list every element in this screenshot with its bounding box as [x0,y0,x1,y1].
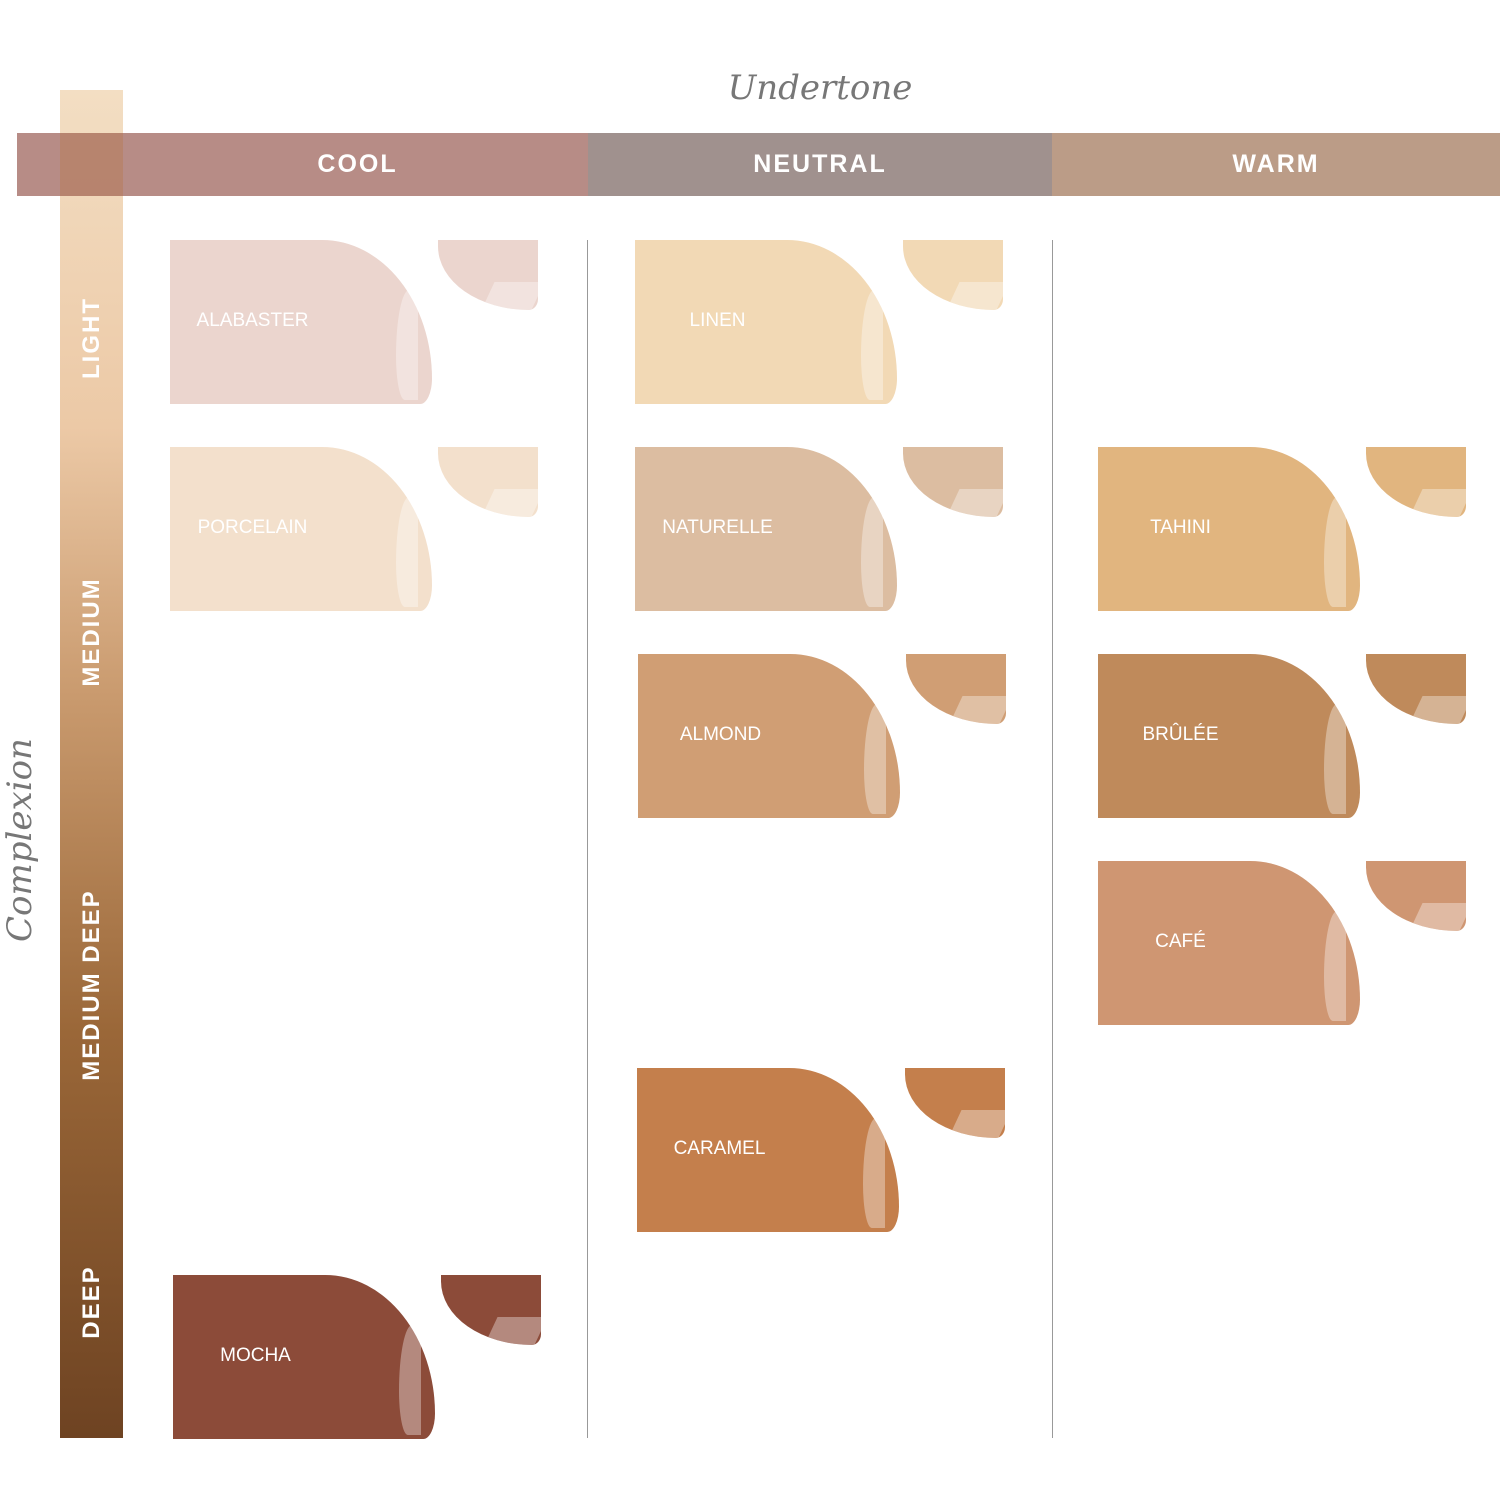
complexion-label-deep: DEEP [78,1265,105,1339]
swatch-highlight [396,290,418,400]
shade-swatch-main [1098,861,1360,1025]
shade-name: CARAMEL [673,1138,766,1159]
shade-swatch-main [637,1068,899,1232]
swatch-highlight [946,282,1003,310]
undertone-header-warm: WARM [1052,133,1500,196]
complexion-label-light: LIGHT [78,297,105,379]
shade-swatch: LINEN [635,240,1005,404]
shade-swatch-main [1098,654,1360,818]
shade-swatch-drop [438,240,538,310]
undertone-label: NEUTRAL [753,150,887,178]
swatch-highlight [481,282,538,310]
shade-swatch-main [170,240,432,404]
shade-swatch-main [173,1275,435,1439]
shade-swatch: CAFÉ [1098,861,1468,1025]
shade-swatch-drop [903,240,1003,310]
swatch-highlight [948,1110,1005,1138]
shade-swatch-main [170,447,432,611]
swatch-highlight [861,290,883,400]
shade-swatch-main [1098,447,1360,611]
shade-name: CAFÉ [1155,931,1206,952]
swatch-highlight [949,696,1006,724]
swatch-highlight [1324,497,1346,607]
shade-swatch: PORCELAIN [170,447,540,611]
column-divider [1052,240,1053,1438]
shade-swatch: ALMOND [638,654,1008,818]
swatch-highlight [399,1325,421,1435]
swatch-highlight [946,489,1003,517]
shade-swatch-drop [905,1068,1005,1138]
undertone-header-neutral: NEUTRAL [588,133,1052,196]
bar-intersection [60,133,123,196]
swatch-highlight [863,1118,885,1228]
undertone-label: COOL [317,150,398,178]
shade-swatch: MOCHA [173,1275,543,1439]
shade-swatch-main [638,654,900,818]
shade-swatch-main [635,240,897,404]
shade-name: ALMOND [679,724,762,745]
shade-swatch: ALABASTER [170,240,540,404]
swatch-highlight [1409,489,1466,517]
shade-swatch-drop [1366,654,1466,724]
complexion-gradient-bar [60,90,123,1438]
shade-swatch-drop [441,1275,541,1345]
swatch-highlight [1324,704,1346,814]
shade-swatch-drop [903,447,1003,517]
shade-name: PORCELAIN [197,517,308,538]
shade-swatch: BRÛLÉE [1098,654,1468,818]
shade-name: BRÛLÉE [1142,724,1219,745]
swatch-highlight [396,497,418,607]
shade-swatch-drop [438,447,538,517]
shade-swatch: CARAMEL [637,1068,1007,1232]
shade-name: TAHINI [1150,517,1211,538]
swatch-highlight [1324,911,1346,1021]
undertone-label: WARM [1232,150,1320,178]
complexion-label-medium-deep: MEDIUM DEEP [78,889,105,1081]
shade-swatch-drop [906,654,1006,724]
undertone-axis-title: Undertone [727,68,913,108]
swatch-highlight [861,497,883,607]
swatch-highlight [484,1317,541,1345]
swatch-highlight [481,489,538,517]
shade-swatch-drop [1366,447,1466,517]
swatch-highlight [864,704,886,814]
shade-name: ALABASTER [196,310,309,331]
shade-swatch-drop [1366,861,1466,931]
shade-name: LINEN [689,310,746,331]
shade-swatch-main [635,447,897,611]
shade-name: MOCHA [220,1345,291,1366]
shade-swatch: NATURELLE [635,447,1005,611]
swatch-highlight [1409,903,1466,931]
column-divider [587,240,588,1438]
complexion-label-medium: MEDIUM [78,577,105,687]
shade-swatch: TAHINI [1098,447,1468,611]
shade-name: NATURELLE [662,517,773,538]
complexion-axis-title: Complexion [0,738,40,942]
swatch-highlight [1409,696,1466,724]
